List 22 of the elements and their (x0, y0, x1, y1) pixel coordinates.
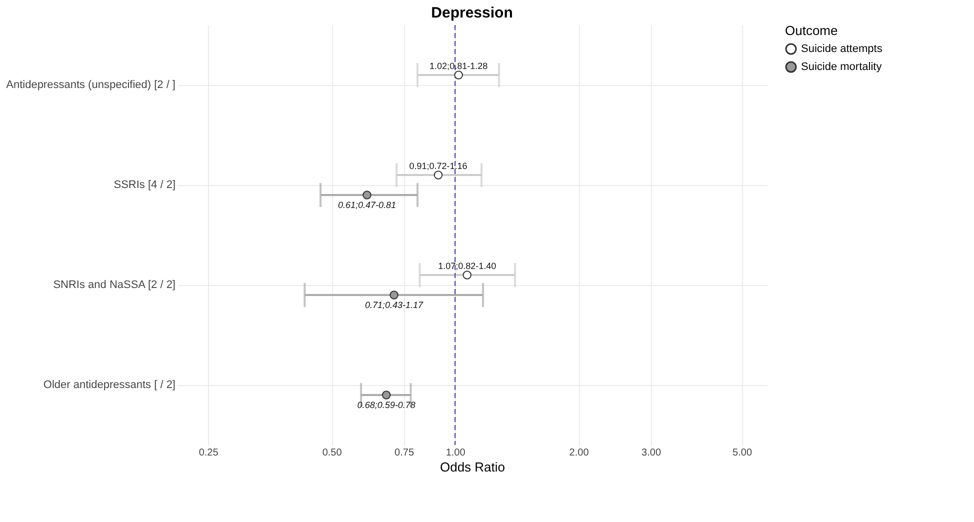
x-tick-label: 0.75 (394, 448, 414, 458)
y-tick-label: Antidepressants (unspecified) [2 / ] (6, 79, 176, 91)
x-tick-label: 0.25 (198, 448, 219, 458)
x-axis-title: Odds Ratio (440, 460, 506, 474)
legend-label: Suicide attempts (801, 43, 883, 55)
data-label: 1.07;0.82-1.40 (438, 261, 496, 271)
data-label: 0.71;0.43-1.17 (365, 300, 424, 310)
legend-title: Outcome (785, 23, 838, 38)
x-tick-label: 0.50 (322, 448, 342, 458)
x-tick-label: 5.00 (732, 448, 752, 458)
legend-label: Suicide mortality (801, 61, 882, 73)
y-tick-label: SSRIs [4 / 2] (114, 179, 176, 191)
chart-title: Depression (431, 4, 513, 22)
data-label: 1.02;0.81-1.28 (430, 61, 488, 71)
y-tick-label: Older antidepressants [ / 2] (43, 379, 176, 391)
x-tick-label: 1.00 (446, 448, 466, 458)
y-tick-label: SNRIs and NaSSA [2 / 2] (53, 279, 176, 291)
data-label: 0.68;0.59-0.78 (357, 400, 416, 410)
data-label: 0.61;0.47-0.81 (338, 200, 396, 210)
x-tick-label: 2.00 (569, 448, 590, 458)
x-tick-label: 3.00 (642, 448, 662, 458)
data-label: 0.91;0.72-1.16 (409, 161, 468, 171)
